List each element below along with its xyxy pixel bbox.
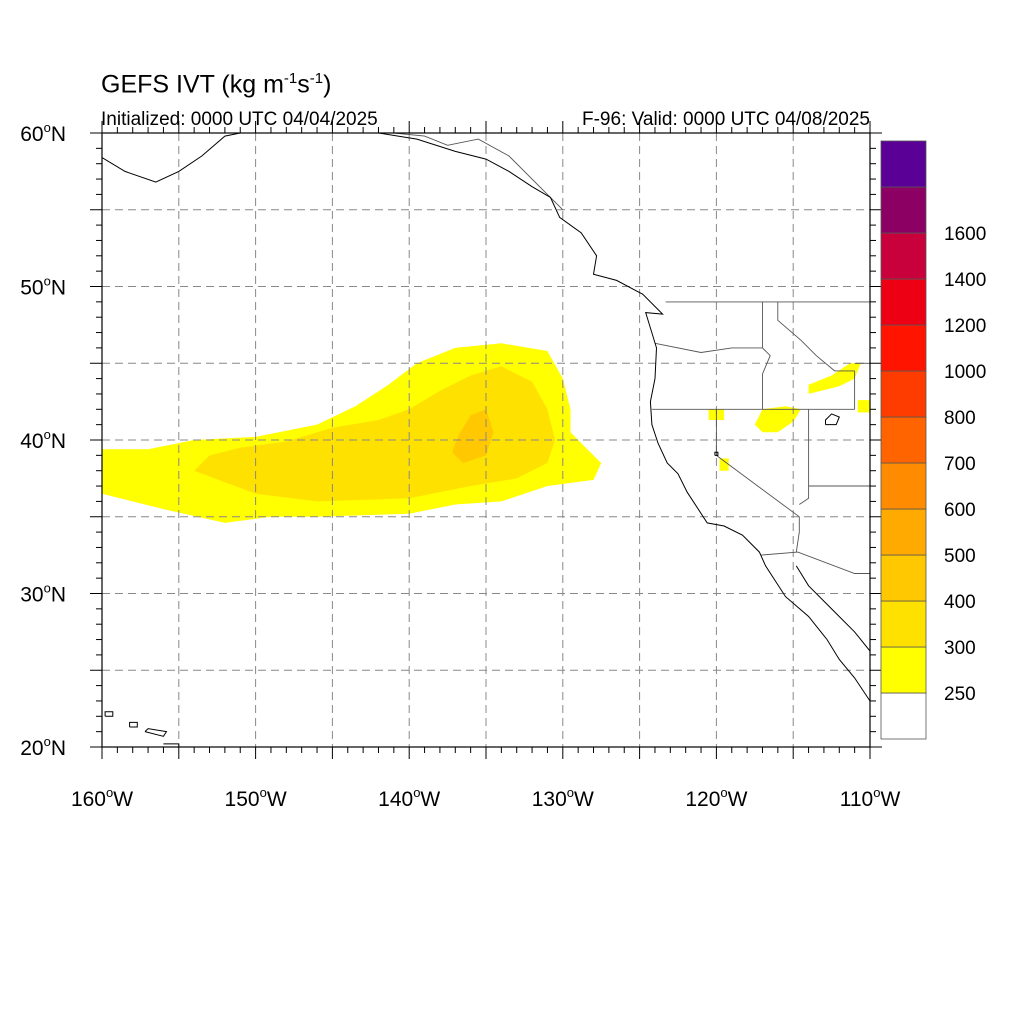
border-alaska-canada (393, 133, 564, 211)
ivt-region-level-2 (194, 366, 556, 502)
axis-ticks (90, 121, 882, 759)
lat-label: 20oN (20, 734, 66, 760)
colorbar-bin (880, 692, 927, 740)
lat-label: 40oN (20, 427, 66, 453)
colorbar-bin (880, 508, 927, 556)
lon-label: 130oW (532, 785, 594, 811)
colorbar-bin (880, 370, 927, 418)
colorbar-bin (880, 186, 927, 234)
coastline-hawaii-oahu (129, 721, 138, 728)
lon-label: 110oW (840, 785, 901, 811)
colorbar-label: 800 (944, 408, 976, 429)
ivt-region-level-1 (719, 458, 729, 471)
map-title: GEFS IVT (kg m-1s-1) (101, 70, 332, 99)
lat-label: 50oN (20, 274, 66, 300)
lake-great-salt-lake (825, 413, 840, 426)
colorbar-label: 1200 (944, 316, 986, 337)
border-id-mt (777, 301, 855, 372)
border-ca-nv (715, 409, 800, 553)
latitude-labels: 60oN 50oN 40oN 30oN 20oN (20, 120, 66, 760)
ivt-region-level-1 (808, 363, 861, 394)
border-wa-or (654, 342, 763, 353)
coastline-kauai (104, 711, 114, 717)
colorbar: 250 300 400 500 600 700 800 1000 1200 1400 1600 (880, 140, 986, 740)
geography-lines (102, 133, 870, 747)
colorbar-bin (880, 232, 927, 280)
border-nv-ut (799, 409, 810, 505)
lat-label: 60oN (20, 120, 66, 146)
border-us-mexico (760, 551, 870, 574)
ivt-region-level-1 (857, 400, 870, 413)
longitude-labels: 160oW 150oW 140oW 130oW 120oW 110oW (71, 785, 901, 811)
initialized-time: Initialized: 0000 UTC 04/04/2025 (101, 109, 378, 130)
colorbar-bin (880, 416, 927, 464)
colorbar-label: 600 (944, 500, 976, 521)
lon-label: 150oW (225, 785, 287, 811)
ivt-region-level-3 (452, 409, 494, 463)
lon-label: 120oW (685, 785, 747, 811)
valid-time: F-96: Valid: 0000 UTC 04/08/2025 (582, 109, 870, 130)
colorbar-bin (880, 462, 927, 510)
coastline-west-coast (378, 133, 870, 702)
colorbar-bin (880, 140, 927, 188)
colorbar-label: 500 (944, 546, 976, 567)
colorbar-label: 700 (944, 454, 976, 475)
lat-label: 30oN (20, 581, 66, 607)
colorbar-label: 250 (944, 684, 976, 705)
coastline-alaska-southwest (102, 133, 241, 183)
coastline-hawaii-big-island (163, 743, 180, 747)
colorbar-bin (880, 278, 927, 326)
ivt-region-level-1 (754, 406, 801, 433)
graticule (102, 133, 870, 747)
coastline-molokai-maui (144, 728, 168, 737)
coastline-gulf-of-california-east (795, 565, 870, 652)
colorbar-label: 1000 (944, 362, 986, 383)
colorbar-bin (880, 324, 927, 372)
colorbar-label: 1600 (944, 224, 986, 245)
colorbar-bin (880, 646, 927, 694)
lon-label: 140oW (378, 785, 440, 811)
colorbar-bin (880, 600, 927, 648)
colorbar-label: 400 (944, 592, 976, 613)
colorbar-bin (880, 554, 927, 602)
border-or-id (762, 347, 771, 410)
lon-label: 160oW (71, 785, 133, 811)
colorbar-label: 1400 (944, 270, 986, 291)
colorbar-label: 300 (944, 638, 976, 659)
lake-lake-tahoe (714, 451, 719, 456)
